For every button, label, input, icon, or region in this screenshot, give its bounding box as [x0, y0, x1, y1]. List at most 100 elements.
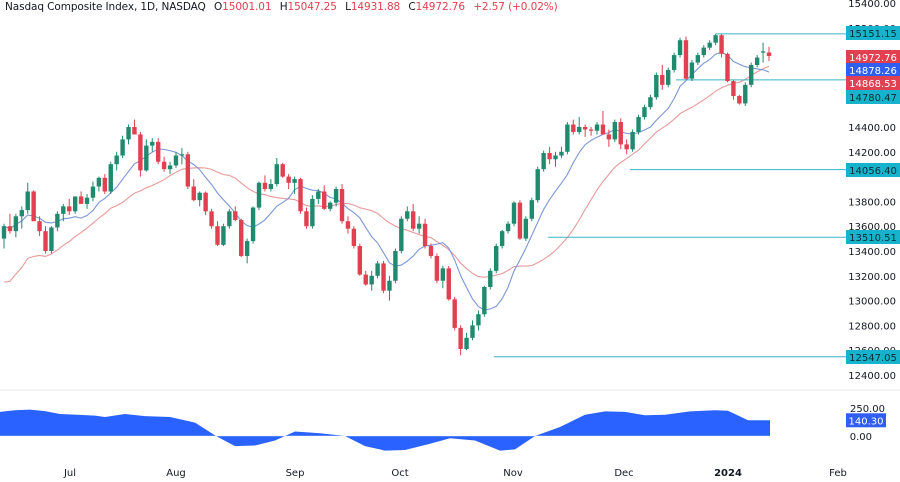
price-tag-level — [846, 163, 900, 177]
candle-up — [511, 202, 517, 224]
candle-up — [760, 51, 766, 53]
price-tag-value: 14868.53 — [849, 79, 897, 90]
candle-up — [90, 186, 96, 198]
close-label: C — [408, 1, 416, 13]
symbol-title: Nasdaq Composite Index, 1D, NASDAQ — [5, 1, 206, 13]
candle-up — [256, 182, 262, 208]
candle-up — [333, 189, 339, 203]
open-value: 15001.01 — [222, 1, 272, 13]
candle-up — [369, 275, 374, 285]
price-tick-label: 13800.00 — [848, 197, 896, 208]
candle-down — [517, 202, 523, 239]
candle-up — [72, 196, 78, 212]
candle-down — [185, 154, 191, 187]
candle-up — [636, 117, 641, 132]
candle-up — [476, 314, 481, 326]
candle-down — [422, 223, 428, 247]
time-tick-label: Jul — [63, 468, 76, 479]
candle-up — [250, 207, 256, 242]
oscillator-pane — [0, 409, 771, 451]
price-tick-label: 13400.00 — [848, 247, 896, 258]
candle-down — [339, 189, 345, 222]
candle-up — [227, 211, 232, 227]
candle-up — [754, 57, 760, 65]
candle-down — [233, 211, 238, 220]
candle-up — [677, 40, 683, 56]
candle-down — [428, 246, 434, 256]
candle-up — [375, 263, 380, 276]
candle-up — [743, 84, 748, 104]
candle-up — [749, 65, 754, 85]
change-value: +2.57 (+0.02%) — [473, 1, 558, 13]
candle-up — [108, 164, 113, 192]
candle-down — [363, 274, 368, 285]
time-tick-label: Dec — [614, 468, 633, 479]
candle-up — [541, 153, 546, 170]
candle-down — [31, 191, 36, 222]
candle-down — [446, 268, 451, 300]
time-tick-label: Feb — [829, 468, 847, 479]
candle-up — [630, 131, 635, 150]
candle-up — [1, 226, 7, 239]
candle-down — [215, 226, 220, 245]
fast-ma-line — [3, 51, 770, 311]
candle-down — [37, 221, 42, 232]
candle-down — [286, 176, 291, 183]
candle-up — [25, 191, 30, 211]
candle-down — [209, 211, 214, 227]
candle-down — [298, 179, 303, 212]
time-tick-label: Oct — [391, 468, 408, 479]
candle-up — [505, 223, 511, 232]
price-tick-label: 13000.00 — [848, 297, 896, 308]
candle-up — [553, 155, 558, 160]
candle-up — [405, 211, 410, 219]
price-tick-label: 13600.00 — [848, 222, 896, 233]
candle-down — [67, 206, 72, 212]
high-label: H — [279, 1, 288, 13]
candle-down — [452, 299, 457, 328]
candle-up — [244, 241, 250, 256]
candle-down — [239, 220, 244, 256]
candle-up — [173, 155, 179, 166]
candle-up — [221, 226, 226, 245]
candle-down — [600, 124, 606, 135]
candle-down — [410, 211, 416, 229]
candle-up — [55, 213, 60, 228]
candle-up — [197, 192, 202, 201]
candle-down — [588, 129, 594, 131]
time-tick-label: Aug — [166, 468, 186, 479]
candle-up — [440, 268, 446, 281]
candle-up — [523, 218, 529, 239]
candle-up — [594, 124, 600, 131]
candle-down — [725, 53, 730, 82]
horizontal-levels[interactable] — [494, 33, 846, 358]
price-tags: 15151.15 14972.76 14878.26 14868.53 14780.47… — [846, 26, 900, 364]
candle-up — [689, 62, 695, 79]
time-axis[interactable]: Jul Aug Sep Oct Nov Dec 2024 Feb — [63, 468, 847, 479]
candle-down — [434, 255, 440, 281]
candle-up — [96, 177, 102, 187]
candle-up — [274, 164, 279, 185]
candle-down — [737, 96, 742, 104]
price-tag-level — [846, 26, 900, 40]
candle-up — [150, 141, 155, 146]
candle-up — [387, 280, 392, 291]
candle-up — [120, 139, 125, 156]
candle-up — [707, 42, 712, 48]
candle-up — [648, 97, 653, 108]
candle-up — [61, 206, 66, 214]
candle-down — [322, 191, 327, 209]
candle-up — [654, 74, 659, 98]
candle-up — [84, 197, 90, 204]
oscillator-axis[interactable]: 250.00 0.00 140.30 — [846, 404, 886, 443]
oscillator-area — [0, 409, 770, 451]
candle-down — [280, 164, 285, 177]
candle-up — [713, 35, 718, 43]
candle-down — [547, 153, 552, 160]
candle-up — [695, 55, 701, 63]
candle-down — [78, 196, 84, 204]
price-tag-value: 14056.40 — [849, 166, 897, 177]
candle-down — [161, 161, 167, 170]
price-tick-label: 14400.00 — [848, 123, 896, 134]
